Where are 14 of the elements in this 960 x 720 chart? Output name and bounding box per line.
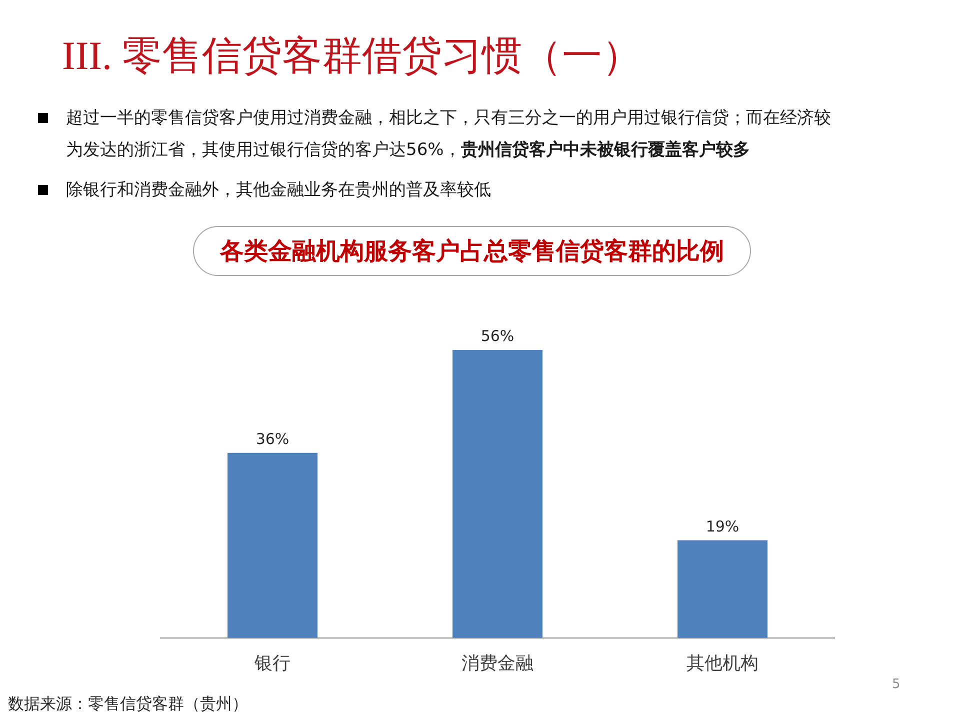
data-label: 36% bbox=[256, 430, 290, 448]
text: 为发达的浙江省，其使用过银行信贷的客户达56%， bbox=[66, 139, 461, 162]
text: 贵州信贷客户中未被银行覆盖客户较多 bbox=[460, 140, 750, 160]
source-note: 数据来源：零售信贷客群（贵州） bbox=[8, 694, 248, 713]
x-tick-label: 消费金融 bbox=[462, 652, 534, 674]
data-label: 56% bbox=[480, 327, 514, 345]
text: 超过一半的零售信贷客户使用过消费金融，相比之下，只有三分之一的用户用过银行信贷；而在经济较 bbox=[66, 108, 831, 128]
chart-subtitle: 各类金融机构服务客户占总零售信贷客群的比例 bbox=[220, 236, 724, 267]
chart-title: III. 零售信贷客群借贷习惯（一） bbox=[62, 33, 642, 78]
text: 除银行和消费金融外，其他金融业务在贵州的普及率较低 bbox=[66, 180, 491, 200]
x-tick-label: 银行 bbox=[254, 652, 290, 674]
text: 5 bbox=[892, 677, 900, 692]
data-label: 19% bbox=[706, 517, 740, 536]
x-tick-label: 其他机构 bbox=[686, 652, 758, 674]
